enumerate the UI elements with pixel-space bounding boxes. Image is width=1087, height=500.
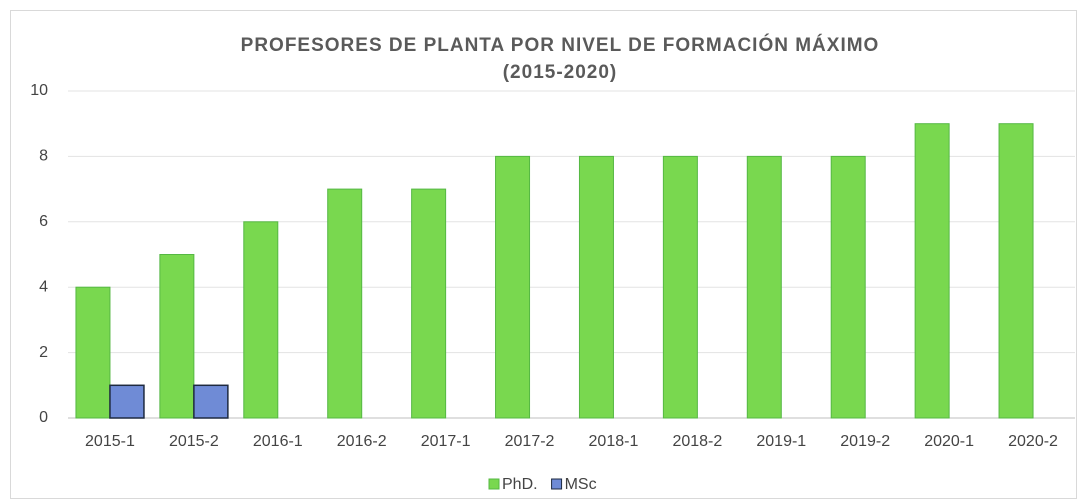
bar <box>830 155 866 419</box>
x-tick-label: 2016-1 <box>253 433 303 450</box>
bar <box>75 286 111 419</box>
x-tick-label: 2020-2 <box>1008 433 1058 450</box>
bar <box>327 188 363 419</box>
x-tick-label: 2018-1 <box>589 433 639 450</box>
x-tick-label: 2018-2 <box>672 433 722 450</box>
y-tick-label: 6 <box>39 213 48 230</box>
legend-label: MSc <box>565 476 597 493</box>
bar <box>495 155 531 419</box>
x-tick-label: 2020-1 <box>924 433 974 450</box>
x-tick-label: 2015-2 <box>169 433 219 450</box>
bar <box>746 155 782 419</box>
y-tick-label: 8 <box>39 148 48 165</box>
x-tick-label: 2017-1 <box>421 433 471 450</box>
y-tick-label: 10 <box>30 82 48 99</box>
legend-label: PhD. <box>502 476 538 493</box>
bar <box>578 155 614 419</box>
bar <box>243 221 279 419</box>
x-tick-label: 2019-1 <box>756 433 806 450</box>
chart-title: PROFESORES DE PLANTA POR NIVEL DE FORMAC… <box>241 34 880 56</box>
bar <box>193 384 229 419</box>
y-tick-label: 4 <box>39 278 48 295</box>
x-tick-label: 2019-2 <box>840 433 890 450</box>
x-tick-label: 2015-1 <box>85 433 135 450</box>
y-tick-label: 2 <box>39 344 48 361</box>
bar <box>159 254 195 419</box>
bar <box>411 188 447 419</box>
chart-subtitle: (2015-2020) <box>503 62 618 83</box>
legend-swatch <box>551 478 563 490</box>
bar <box>914 123 950 419</box>
bar <box>998 123 1034 419</box>
y-tick-label: 0 <box>39 409 48 426</box>
bar <box>109 384 145 419</box>
x-tick-label: 2016-2 <box>337 433 387 450</box>
legend-swatch <box>488 478 500 490</box>
bar <box>662 155 698 419</box>
x-tick-label: 2017-2 <box>505 433 555 450</box>
